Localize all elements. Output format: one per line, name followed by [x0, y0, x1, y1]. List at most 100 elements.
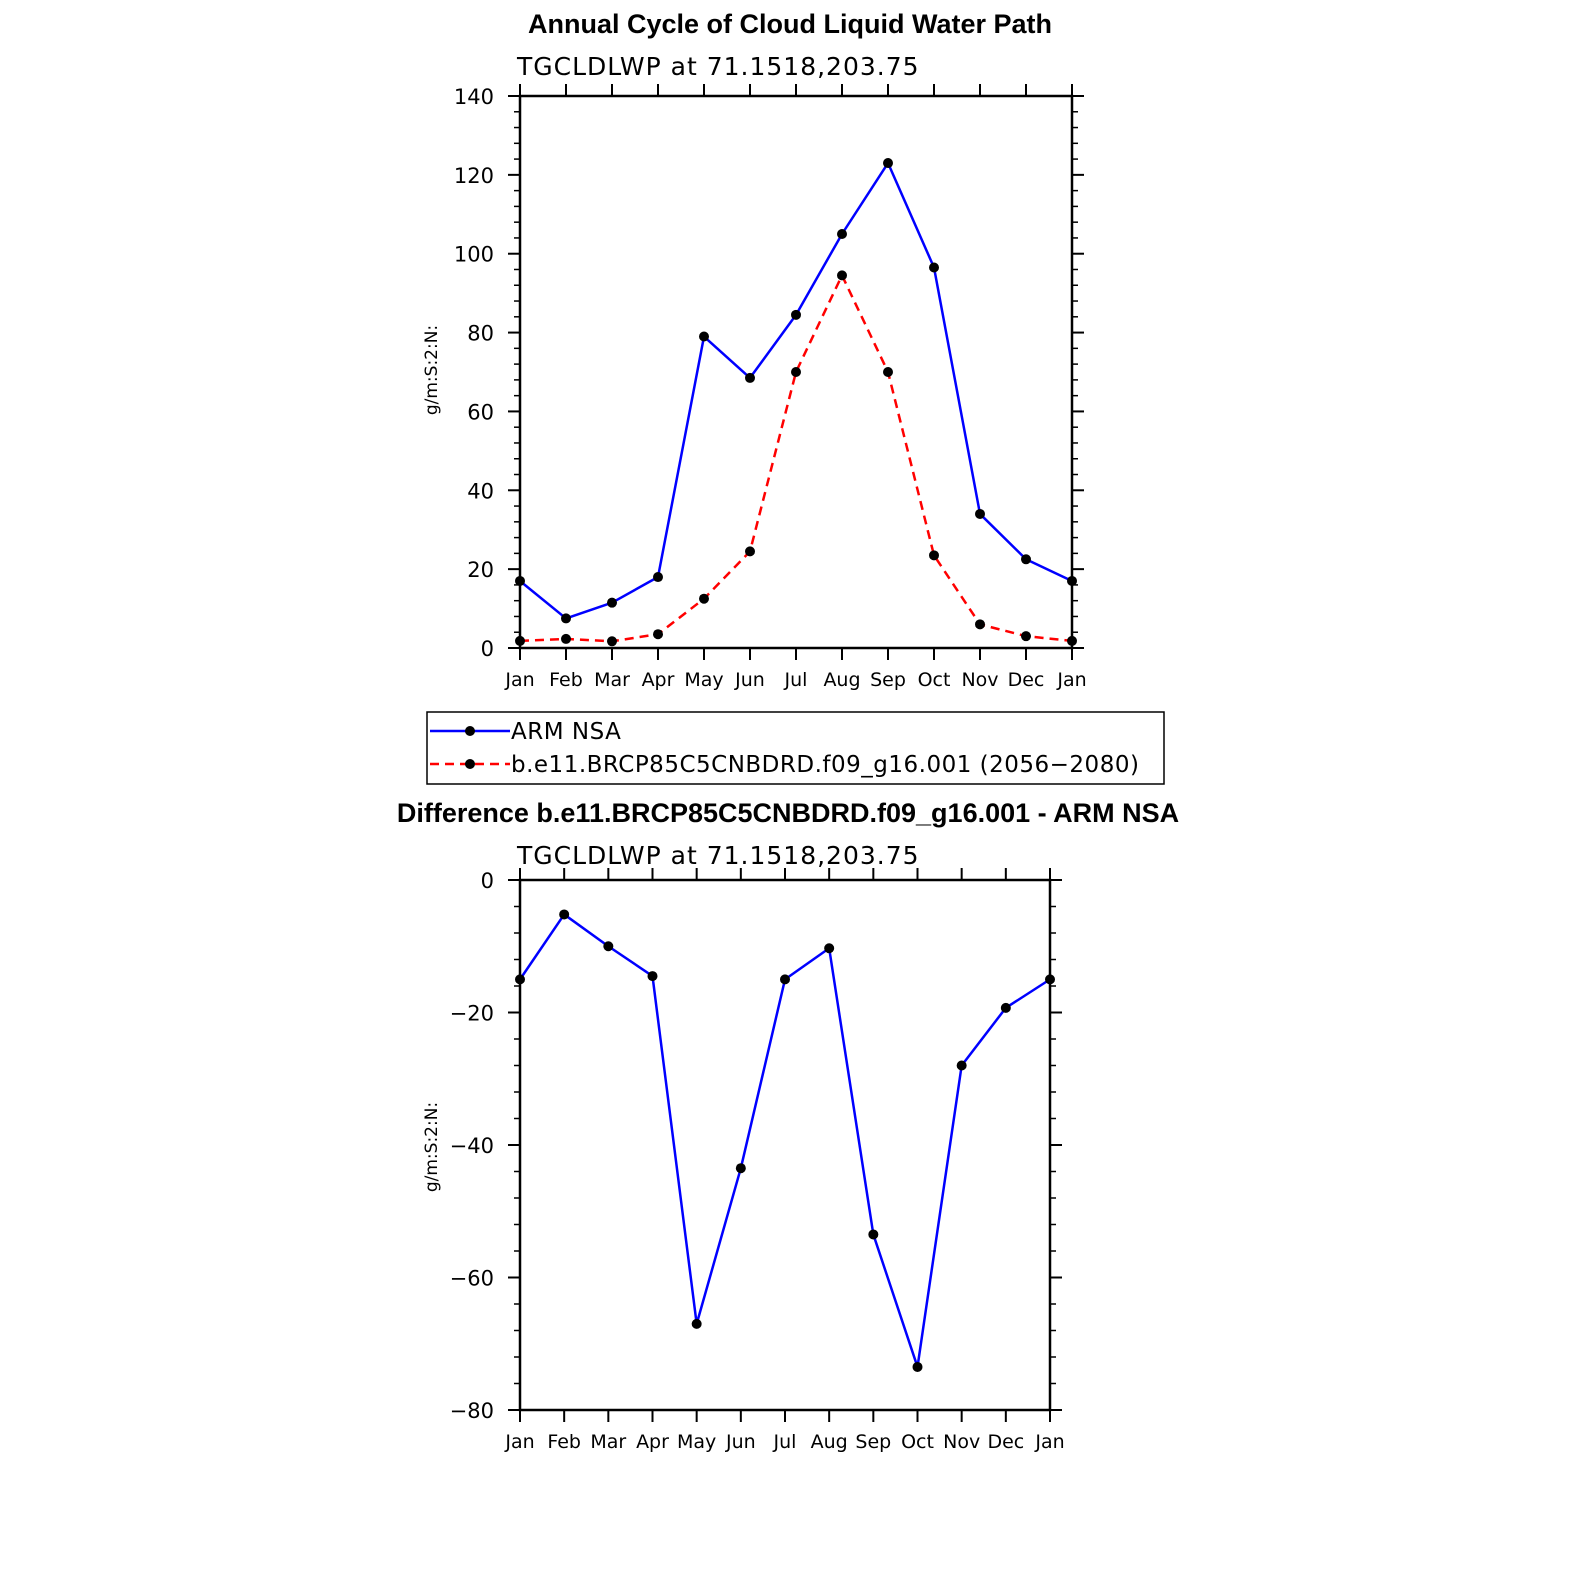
bottom-xtick-label: Sep — [855, 1431, 891, 1453]
bottom-data-point — [515, 974, 525, 985]
bottom-xtick-label: Nov — [943, 1431, 980, 1453]
top-ytick-label: 0 — [481, 637, 494, 661]
top-data-point — [745, 546, 755, 557]
top-ytick-label: 60 — [467, 400, 494, 424]
bottom-xtick-label: Apr — [636, 1431, 669, 1453]
bottom-data-point — [603, 941, 614, 952]
bottom-xtick-label: Oct — [901, 1431, 934, 1453]
top-series-line-1 — [519, 274, 1073, 643]
legend-box — [426, 711, 1165, 785]
bottom-xtick-label: Mar — [590, 1431, 626, 1453]
bottom-xtick-label: May — [677, 1431, 716, 1453]
bottom-xtick-label: Jan — [1034, 1431, 1064, 1453]
legend-marker-model — [465, 759, 475, 769]
legend-label-arm-nsa: ARM NSA — [511, 719, 621, 745]
top-xtick-label: Jul — [784, 669, 808, 691]
top-data-point — [515, 635, 525, 646]
top-xtick-label: Sep — [870, 669, 906, 691]
chart-legend: ARM NSA b.e11.BRCP85C5CNBDRD.f09_g16.001… — [426, 711, 1165, 785]
top-data-point — [561, 613, 571, 624]
top-xtick-label: Jun — [734, 669, 765, 691]
top-xtick-label: Apr — [642, 669, 675, 691]
top-data-point — [1067, 575, 1077, 586]
bottom-ytick-label: −80 — [450, 1399, 494, 1423]
top-xtick-label: Mar — [594, 669, 630, 691]
top-data-point — [929, 550, 939, 561]
top-ytick-label: 20 — [467, 558, 494, 582]
top-data-point — [699, 593, 709, 604]
top-xtick-label: Aug — [823, 669, 860, 691]
top-data-point — [837, 229, 847, 239]
top-data-point — [515, 575, 525, 586]
top-data-point — [1067, 635, 1077, 646]
bottom-data-point — [691, 1318, 702, 1329]
bottom-data-point — [912, 1361, 923, 1372]
bottom-plot-frame — [518, 878, 1052, 1412]
top-data-point — [1021, 554, 1031, 565]
top-data-point — [699, 331, 709, 342]
top-series-line-0 — [519, 161, 1073, 620]
bottom-data-point — [868, 1229, 879, 1240]
top-ytick-label: 80 — [467, 322, 494, 346]
top-chart-series — [515, 158, 1077, 647]
bottom-ytick-label: 0 — [481, 869, 494, 893]
bottom-data-point — [1000, 1002, 1011, 1013]
top-xtick-label: Feb — [549, 669, 583, 691]
legend-label-model: b.e11.BRCP85C5CNBDRD.f09_g16.001 (2056−2… — [511, 752, 1139, 778]
top-data-point — [883, 158, 893, 169]
legend-marker-arm-nsa — [465, 726, 475, 736]
bottom-data-point — [735, 1163, 746, 1174]
top-xtick-label: Dec — [1008, 669, 1045, 691]
top-data-point — [653, 629, 663, 640]
top-data-point — [745, 372, 755, 383]
bottom-chart-series — [515, 909, 1055, 1372]
top-data-point — [929, 262, 939, 273]
top-data-point — [975, 508, 985, 519]
top-data-point — [883, 367, 893, 377]
top-ytick-label: 100 — [454, 243, 494, 267]
top-data-point — [791, 309, 801, 320]
top-xtick-label: Nov — [961, 669, 998, 691]
top-xtick-label: Jan — [504, 669, 534, 691]
bottom-ytick-label: −40 — [450, 1134, 494, 1158]
bottom-data-point — [559, 909, 570, 920]
bottom-xtick-label: Jun — [725, 1431, 756, 1453]
bottom-xtick-label: Feb — [547, 1431, 581, 1453]
bottom-chart-title: Difference b.e11.BRCP85C5CNBDRD.f09_g16.… — [397, 798, 1179, 828]
bottom-xtick-label: Jul — [773, 1431, 797, 1453]
difference-chart: Difference b.e11.BRCP85C5CNBDRD.f09_g16.… — [397, 798, 1179, 1453]
top-ytick-label: 120 — [454, 164, 494, 188]
top-data-point — [607, 597, 617, 608]
top-data-point — [653, 572, 663, 583]
bottom-data-point — [647, 971, 658, 982]
top-ytick-label: 40 — [467, 479, 494, 503]
top-data-point — [607, 636, 617, 647]
bottom-ytick-label: −20 — [450, 1002, 494, 1026]
annual-cycle-chart: Annual Cycle of Cloud Liquid Water Path … — [422, 9, 1087, 691]
bottom-chart-subtitle: TGCLDLWP at 71.1518,203.75 — [516, 841, 920, 870]
top-xtick-label: Jan — [1056, 669, 1086, 691]
top-data-point — [1021, 631, 1031, 642]
bottom-ytick-label: −60 — [450, 1267, 494, 1291]
top-data-point — [975, 619, 985, 630]
top-data-point — [561, 633, 571, 644]
bottom-data-point — [1045, 974, 1055, 985]
bottom-data-point — [780, 974, 790, 985]
top-xtick-label: May — [684, 669, 723, 691]
top-data-point — [837, 270, 847, 281]
bottom-chart-axes: −80 −60 −40 −20 0 Jan Feb Mar Apr May Jun Jul Aug Sep… — [450, 868, 1065, 1453]
top-chart-title: Annual Cycle of Cloud Liquid Water Path — [528, 9, 1052, 39]
bottom-data-point — [824, 943, 835, 954]
bottom-data-point — [956, 1060, 967, 1071]
top-chart-axes: 0 20 40 60 80 100 120 140 Jan Feb Mar Apr May Jun Jul A… — [454, 84, 1087, 691]
top-ytick-label: 140 — [454, 85, 494, 109]
top-data-point — [791, 367, 801, 377]
bottom-xtick-label: Aug — [811, 1431, 848, 1453]
top-xtick-label: Oct — [918, 669, 951, 691]
bottom-chart-ylabel: g/m:S:2:N: — [422, 1102, 442, 1192]
bottom-xtick-label: Jan — [504, 1431, 534, 1453]
top-chart-subtitle: TGCLDLWP at 71.1518,203.75 — [516, 52, 920, 81]
top-chart-ylabel: g/m:S:2:N: — [422, 325, 442, 415]
bottom-xtick-label: Dec — [987, 1431, 1024, 1453]
